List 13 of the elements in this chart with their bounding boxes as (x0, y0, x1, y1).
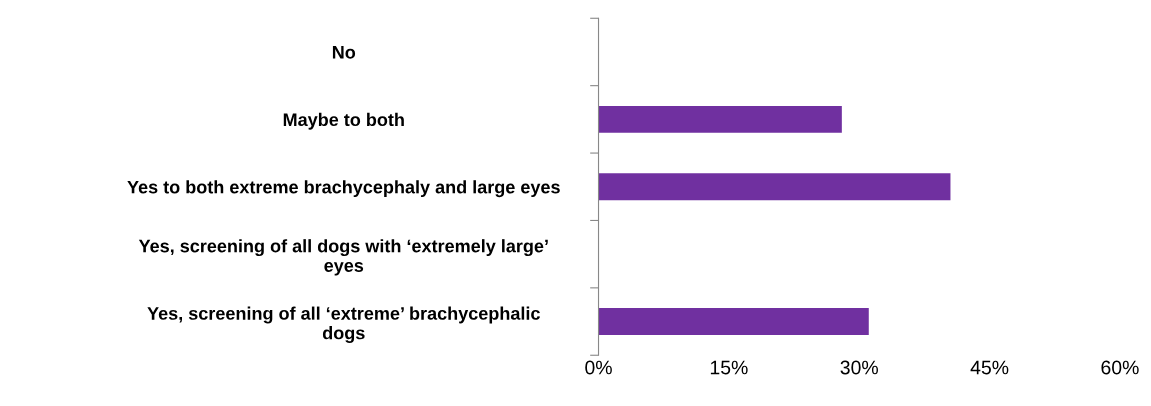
bar (598, 308, 869, 336)
y-tick-label: Yes to both extreme brachycephaly and large eyes (127, 180, 560, 198)
x-tick-label: 45% (970, 360, 1009, 375)
y-tick-label: Yes, screening of all ‘extreme’ brachycephalic dogs (147, 306, 540, 343)
y-tick-label: No (332, 46, 356, 59)
x-tick-label: 30% (840, 360, 878, 375)
x-tick-label: 60% (1101, 360, 1139, 375)
y-tick-label: Maybe to both (283, 112, 404, 130)
x-tick-label: 15% (710, 360, 748, 375)
x-tick-label: 0% (585, 360, 612, 375)
bar (598, 105, 842, 133)
bar (598, 173, 951, 201)
y-tick-label: Yes, screening of all dogs with ‘extremely large’ eyes (138, 239, 548, 276)
